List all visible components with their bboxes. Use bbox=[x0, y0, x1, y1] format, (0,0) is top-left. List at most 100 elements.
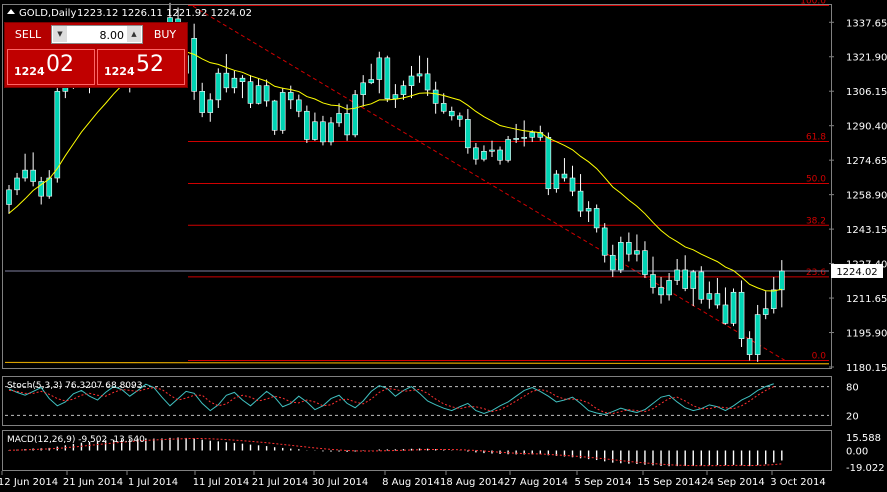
time-label: 21 Jun 2014 bbox=[63, 477, 123, 488]
candle-body bbox=[505, 139, 511, 161]
triangle-up-icon bbox=[7, 9, 15, 14]
candle-body bbox=[6, 189, 12, 205]
sell-button[interactable]: SELL bbox=[14, 28, 42, 41]
candle-body bbox=[593, 208, 600, 229]
fib-label: 0.0 bbox=[812, 352, 827, 362]
stoch-panel-frame bbox=[2, 376, 832, 426]
candle-body bbox=[497, 149, 503, 161]
buy-price-box[interactable]: 1224 52 bbox=[97, 49, 185, 85]
candle-body bbox=[545, 136, 552, 190]
candle-body bbox=[416, 73, 423, 77]
support-line bbox=[4, 361, 830, 365]
time-label: 3 Oct 2014 bbox=[770, 477, 825, 488]
candle-body bbox=[22, 169, 28, 179]
candle-body bbox=[601, 227, 608, 256]
candle-body bbox=[754, 314, 761, 355]
candle-body bbox=[295, 99, 302, 112]
candle-body bbox=[770, 289, 777, 309]
candle-body bbox=[360, 82, 367, 95]
candle-body bbox=[231, 77, 238, 89]
candle-body bbox=[674, 269, 680, 281]
time-label: 30 Jul 2014 bbox=[312, 477, 369, 488]
sell-price-big: 02 bbox=[46, 52, 74, 77]
candle-body bbox=[642, 250, 648, 275]
price-label: 1243.15 bbox=[846, 225, 887, 236]
candle-body bbox=[609, 254, 616, 271]
macd-label: MACD(12,26,9) -9.502 -13.540 bbox=[7, 435, 145, 445]
candle-body bbox=[456, 115, 463, 120]
candle-body bbox=[722, 304, 729, 324]
candle-body bbox=[271, 100, 278, 131]
price-label: 1274.65 bbox=[846, 156, 887, 167]
trend-line bbox=[192, 5, 788, 363]
macd-tick: -19.022 bbox=[846, 463, 885, 474]
candle-body bbox=[191, 38, 197, 92]
stoch-tick: 80 bbox=[846, 383, 859, 394]
macd-panel-frame bbox=[2, 430, 832, 471]
buy-button[interactable]: BUY bbox=[153, 28, 177, 41]
candle-body bbox=[368, 79, 375, 84]
candle-body bbox=[263, 85, 270, 102]
price-label: 1290.40 bbox=[846, 122, 887, 133]
time-label: 5 Sep 2014 bbox=[574, 477, 631, 488]
price-label: 1306.15 bbox=[846, 87, 887, 98]
candle-body bbox=[698, 271, 705, 300]
candle-body bbox=[682, 269, 689, 289]
candle-body bbox=[585, 208, 592, 212]
lot-increase-icon[interactable]: ▲ bbox=[127, 26, 141, 42]
time-label: 8 Aug 2014 bbox=[382, 477, 440, 488]
header-ohlc: 1223.12 1226.11 1221.92 1224.02 bbox=[77, 8, 252, 19]
candle-body bbox=[577, 190, 584, 212]
candle-body bbox=[54, 91, 61, 179]
buy-price-small: 1224 bbox=[104, 65, 135, 78]
candle-body bbox=[38, 181, 45, 197]
candle-body bbox=[473, 147, 479, 160]
fib-label: 38.2 bbox=[806, 216, 826, 226]
macd-tick: 0.00 bbox=[846, 447, 868, 458]
candle-body bbox=[376, 57, 383, 80]
candle-body bbox=[207, 99, 214, 113]
candle-body bbox=[762, 308, 769, 315]
candle-body bbox=[706, 293, 713, 300]
price-label: 1195.90 bbox=[846, 329, 887, 340]
candle-body bbox=[408, 75, 415, 86]
candle-body bbox=[223, 72, 230, 89]
bid-price-box bbox=[831, 263, 883, 278]
candle-body bbox=[424, 73, 431, 91]
time-label: 21 Jul 2014 bbox=[252, 477, 309, 488]
time-label: 11 Jul 2014 bbox=[193, 477, 250, 488]
candle-body bbox=[650, 274, 656, 288]
candle-body bbox=[481, 151, 487, 160]
candle-body bbox=[46, 177, 53, 197]
candle-body bbox=[553, 173, 560, 190]
candle-body bbox=[352, 94, 358, 136]
price-label: 1258.90 bbox=[846, 191, 887, 202]
time-label: 12 Jun 2014 bbox=[0, 477, 58, 488]
candle-body bbox=[658, 287, 664, 296]
fib-label: 50.0 bbox=[806, 174, 826, 184]
one-click-trading-panel: SELL 8.00 ▼ ▲ BUY 1224 02 1224 52 bbox=[4, 22, 188, 88]
candle-body bbox=[448, 110, 455, 117]
candle-body bbox=[215, 72, 222, 101]
candle-body bbox=[344, 113, 350, 136]
price-label: 1337.65 bbox=[846, 18, 887, 29]
candle-body bbox=[730, 291, 737, 324]
candle-body bbox=[279, 92, 286, 131]
candle-body bbox=[634, 250, 640, 255]
fib-label: 23.6 bbox=[806, 268, 826, 278]
candle-body bbox=[304, 110, 310, 140]
stoch-signal-line bbox=[8, 386, 774, 414]
time-label: 18 Aug 2014 bbox=[440, 477, 504, 488]
candle-body bbox=[714, 293, 721, 306]
candle-body bbox=[30, 169, 36, 182]
price-label: 1321.90 bbox=[846, 53, 887, 64]
sell-price-box[interactable]: 1224 02 bbox=[7, 49, 95, 85]
time-label: 1 Jul 2014 bbox=[128, 477, 178, 488]
lot-decrease-icon[interactable]: ▼ bbox=[53, 26, 67, 42]
candle-body bbox=[626, 242, 632, 255]
candle-body bbox=[521, 136, 528, 139]
lot-size-input[interactable]: 8.00 bbox=[51, 25, 143, 44]
candle-body bbox=[287, 92, 294, 101]
candle-body bbox=[255, 85, 262, 104]
